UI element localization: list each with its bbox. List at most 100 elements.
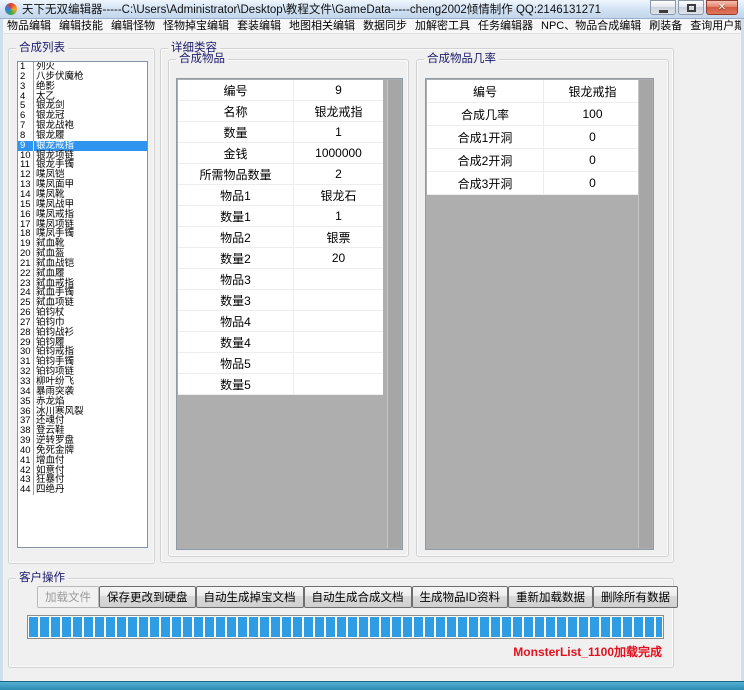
- list-item[interactable]: 11 银龙手镯: [18, 160, 147, 171]
- list-item[interactable]: 1 列火: [18, 62, 147, 72]
- list-item[interactable]: 14 喋凤靴: [18, 190, 147, 200]
- list-item[interactable]: 27 铂钧巾: [18, 318, 147, 328]
- minimize-button[interactable]: [650, 0, 676, 15]
- menu-item[interactable]: 查询用户期限: [690, 19, 744, 32]
- list-item[interactable]: 42 如意付: [18, 465, 147, 476]
- list-item[interactable]: 26 铂钧杖: [18, 308, 147, 318]
- list-item[interactable]: 2 八步伏魔枪: [18, 71, 147, 82]
- menu-item[interactable]: 数据同步: [363, 19, 407, 32]
- property-value[interactable]: 1: [335, 209, 342, 223]
- ops-button[interactable]: 保存更改到硬盘: [99, 586, 196, 608]
- list-item[interactable]: 19 弑血靴: [18, 239, 147, 250]
- menu-item[interactable]: 物品编辑: [7, 19, 51, 32]
- property-value[interactable]: 0: [589, 176, 596, 190]
- list-item-number: 27: [18, 318, 34, 328]
- list-item[interactable]: 16 喋凤戒指: [18, 209, 147, 220]
- list-item[interactable]: 4 太乙: [18, 91, 147, 102]
- property-value[interactable]: [294, 353, 383, 373]
- list-item[interactable]: 17 喋凤项链: [18, 219, 147, 230]
- menu-item[interactable]: 加解密工具: [415, 19, 470, 32]
- property-value[interactable]: [294, 290, 383, 310]
- list-item[interactable]: 13 喋凤面甲: [18, 180, 147, 190]
- property-value[interactable]: 0: [589, 130, 596, 144]
- property-value[interactable]: 银龙戒指: [568, 84, 617, 99]
- list-item[interactable]: 3 绝影: [18, 81, 147, 92]
- menu-item[interactable]: 编辑怪物: [111, 19, 155, 32]
- property-value[interactable]: 20: [331, 251, 346, 265]
- list-item[interactable]: 18 喋凤手镯: [18, 229, 147, 240]
- property-value[interactable]: 9: [335, 83, 342, 97]
- property-value[interactable]: 1000000: [315, 146, 362, 160]
- list-item[interactable]: 35 赤龙焰: [18, 396, 147, 407]
- property-value[interactable]: 100: [582, 107, 603, 121]
- ops-button[interactable]: 重新加载数据: [508, 586, 593, 608]
- list-item[interactable]: 39 逆转罗盘: [18, 436, 147, 446]
- menu-item[interactable]: 怪物掉宝编辑: [163, 19, 229, 32]
- property-value[interactable]: [294, 269, 383, 289]
- list-item[interactable]: 22 弑血履: [18, 268, 147, 279]
- property-value[interactable]: 1: [335, 125, 342, 139]
- menu-item[interactable]: 套装编辑: [237, 19, 281, 32]
- ops-button[interactable]: 生成物品ID资料: [411, 586, 508, 608]
- list-item[interactable]: 6 银龙冠: [18, 110, 147, 122]
- list-item[interactable]: 40 免死金牌: [18, 446, 147, 456]
- list-item[interactable]: 33 柳叶纷飞: [18, 377, 147, 387]
- list-item[interactable]: 34 暴雨突袭: [18, 386, 147, 397]
- list-item[interactable]: 21 弑血战铠: [18, 259, 147, 269]
- menu-item[interactable]: 任务编辑器: [478, 19, 533, 32]
- menu-item[interactable]: 编辑技能: [59, 19, 103, 32]
- property-value[interactable]: [294, 374, 383, 394]
- list-item[interactable]: 37 还魂付: [18, 416, 147, 427]
- list-item-number: 33: [18, 377, 34, 387]
- ops-button[interactable]: 自动生成合成文档: [303, 586, 412, 608]
- list-item[interactable]: 32 铂钧项链: [18, 367, 147, 377]
- list-item[interactable]: 24 弑血手镯: [18, 288, 147, 299]
- property-value[interactable]: 2: [335, 167, 342, 181]
- grid-scrollbar[interactable]: [638, 80, 652, 548]
- list-item[interactable]: 43 狂暴付: [18, 475, 147, 486]
- list-item[interactable]: 10 银龙项链: [18, 150, 147, 161]
- property-row: 所需物品数量 2: [178, 164, 383, 185]
- menu-item[interactable]: 刷装备: [649, 19, 683, 32]
- list-item[interactable]: 31 铂钧手镯: [18, 357, 147, 368]
- ops-button[interactable]: 删除所有数据: [593, 586, 678, 608]
- list-item[interactable]: 23 弑血戒指: [18, 278, 147, 289]
- property-value[interactable]: [294, 311, 383, 331]
- maximize-button[interactable]: [678, 0, 704, 15]
- menu-item[interactable]: NPC、物品合成编辑: [541, 19, 642, 32]
- synthesis-listbox[interactable]: 1 列火 2 八步伏魔枪 3 绝影 4 太乙: [17, 61, 148, 548]
- menu-item[interactable]: 地图相关编辑: [289, 19, 355, 32]
- ops-button[interactable]: 加载文件: [37, 586, 99, 608]
- list-item[interactable]: 28 铂钧战衫: [18, 327, 147, 338]
- list-item[interactable]: 7 银龙战袍: [18, 121, 147, 131]
- list-item[interactable]: 12 喋凤铠: [18, 170, 147, 181]
- property-label: 合成1开洞: [427, 126, 544, 148]
- list-item[interactable]: 25 弑血项链: [18, 298, 147, 309]
- list-item-name: 银龙冠: [36, 110, 65, 122]
- ops-button[interactable]: 自动生成掉宝文档: [195, 586, 304, 608]
- property-label: 物品2: [178, 227, 294, 247]
- property-value[interactable]: 银龙戒指: [314, 104, 363, 119]
- list-item[interactable]: 5 银龙剑: [18, 101, 147, 112]
- close-button[interactable]: ✕: [706, 0, 738, 15]
- property-value[interactable]: 银票: [326, 230, 351, 245]
- list-item[interactable]: 36 冰川寒风裂: [18, 406, 147, 417]
- list-item[interactable]: 30 铂钧戒指: [18, 347, 147, 358]
- list-item-name: 银龙戒指: [36, 139, 75, 151]
- property-value[interactable]: [294, 332, 383, 352]
- list-item[interactable]: 38 登云鞋: [18, 426, 147, 437]
- property-value[interactable]: 0: [589, 153, 596, 167]
- list-item[interactable]: 9 银龙戒指: [18, 139, 147, 151]
- group-detail: 详细类容 合成物品 编号 9 名称 银龙戒指: [160, 42, 674, 563]
- list-item[interactable]: 20 弑血盔: [18, 249, 147, 259]
- list-item[interactable]: 15 喋凤战甲: [18, 199, 147, 210]
- ops-button-row: 加载文件 保存更改到硬盘 自动生成掉宝文档 自动生成合成文档 生成物品ID资料 …: [37, 586, 678, 608]
- title-bar[interactable]: 天下无双编辑器-----C:\Users\Administrator\Deskt…: [0, 0, 744, 19]
- grid-scrollbar[interactable]: [387, 80, 401, 548]
- list-item[interactable]: 41 增血付: [18, 455, 147, 466]
- list-item-number: 32: [18, 367, 34, 377]
- list-item[interactable]: 29 铂钧履: [18, 337, 147, 348]
- list-item[interactable]: 44 四绝丹: [18, 485, 147, 496]
- property-value[interactable]: 银龙石: [320, 188, 357, 203]
- list-item[interactable]: 8 银龙履: [18, 131, 147, 141]
